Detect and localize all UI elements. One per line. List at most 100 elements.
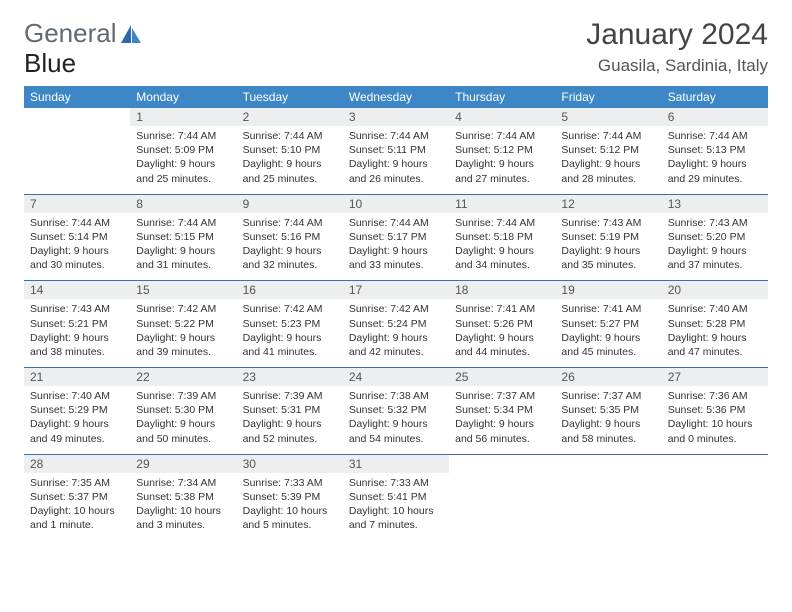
dow-1: Monday [130, 86, 236, 108]
day-body: Sunrise: 7:42 AMSunset: 5:24 PMDaylight:… [343, 299, 449, 367]
daylight-text-2: and 39 minutes. [136, 345, 230, 359]
sunset-text: Sunset: 5:10 PM [243, 143, 337, 157]
sunrise-text: Sunrise: 7:44 AM [243, 129, 337, 143]
calendar-week: 7Sunrise: 7:44 AMSunset: 5:14 PMDaylight… [24, 194, 768, 281]
calendar-cell: 25Sunrise: 7:37 AMSunset: 5:34 PMDayligh… [449, 368, 555, 455]
calendar-cell: 8Sunrise: 7:44 AMSunset: 5:15 PMDaylight… [130, 194, 236, 281]
daylight-text-2: and 54 minutes. [349, 432, 443, 446]
daylight-text-2: and 25 minutes. [136, 172, 230, 186]
daylight-text-1: Daylight: 9 hours [561, 157, 655, 171]
sunrise-text: Sunrise: 7:33 AM [243, 476, 337, 490]
daylight-text-1: Daylight: 9 hours [136, 157, 230, 171]
day-body: Sunrise: 7:41 AMSunset: 5:27 PMDaylight:… [555, 299, 661, 367]
daylight-text-2: and 47 minutes. [668, 345, 762, 359]
daylight-text-2: and 37 minutes. [668, 258, 762, 272]
daylight-text-2: and 27 minutes. [455, 172, 549, 186]
sunset-text: Sunset: 5:36 PM [668, 403, 762, 417]
daylight-text-2: and 3 minutes. [136, 518, 230, 532]
calendar-cell: 7 Sunrise: 7:44 AMSunset: 5:14 PMDaylight… [24, 194, 130, 281]
sunrise-text: Sunrise: 7:34 AM [136, 476, 230, 490]
day-number: 17 [343, 281, 449, 299]
calendar-cell: 13Sunrise: 7:43 AMSunset: 5:20 PMDayligh… [662, 194, 768, 281]
sunrise-text: Sunrise: 7:42 AM [349, 302, 443, 316]
sunrise-text: Sunrise: 7:43 AM [561, 216, 655, 230]
logo: General [24, 18, 144, 49]
dow-5: Friday [555, 86, 661, 108]
daylight-text-1: Daylight: 9 hours [561, 244, 655, 258]
sunset-text: Sunset: 5:41 PM [349, 490, 443, 504]
sunrise-text: Sunrise: 7:44 AM [349, 129, 443, 143]
sunset-text: Sunset: 5:19 PM [561, 230, 655, 244]
sunset-text: Sunset: 5:14 PM [30, 230, 124, 244]
sunset-text: Sunset: 5:11 PM [349, 143, 443, 157]
calendar-body: 1Sunrise: 7:44 AMSunset: 5:09 PMDaylight… [24, 108, 768, 540]
title-block: January 2024 Guasila, Sardinia, Italy [586, 18, 768, 76]
daylight-text-1: Daylight: 9 hours [30, 244, 124, 258]
day-number: 30 [237, 455, 343, 473]
sunrise-text: Sunrise: 7:37 AM [455, 389, 549, 403]
calendar-cell: 10Sunrise: 7:44 AMSunset: 5:17 PMDayligh… [343, 194, 449, 281]
day-number: 1 [130, 108, 236, 126]
calendar-cell: 5Sunrise: 7:44 AMSunset: 5:12 PMDaylight… [555, 108, 661, 194]
daylight-text-2: and 35 minutes. [561, 258, 655, 272]
calendar-cell: 26Sunrise: 7:37 AMSunset: 5:35 PMDayligh… [555, 368, 661, 455]
page-header: General January 2024 Guasila, Sardinia, … [24, 18, 768, 76]
sunset-text: Sunset: 5:18 PM [455, 230, 549, 244]
calendar-cell [555, 454, 661, 540]
day-number: 29 [130, 455, 236, 473]
daylight-text-1: Daylight: 10 hours [349, 504, 443, 518]
day-body: Sunrise: 7:44 AMSunset: 5:15 PMDaylight:… [130, 213, 236, 281]
calendar-cell: 11Sunrise: 7:44 AMSunset: 5:18 PMDayligh… [449, 194, 555, 281]
daylight-text-2: and 45 minutes. [561, 345, 655, 359]
dow-3: Wednesday [343, 86, 449, 108]
sunset-text: Sunset: 5:38 PM [136, 490, 230, 504]
daylight-text-2: and 7 minutes. [349, 518, 443, 532]
day-body: Sunrise: 7:44 AMSunset: 5:10 PMDaylight:… [237, 126, 343, 194]
daylight-text-1: Daylight: 9 hours [455, 157, 549, 171]
daylight-text-2: and 49 minutes. [30, 432, 124, 446]
sunrise-text: Sunrise: 7:44 AM [561, 129, 655, 143]
day-body: Sunrise: 7:43 AMSunset: 5:20 PMDaylight:… [662, 213, 768, 281]
logo-text-2: Blue [24, 48, 76, 78]
day-number: 3 [343, 108, 449, 126]
daylight-text-1: Daylight: 9 hours [243, 417, 337, 431]
sunrise-text: Sunrise: 7:44 AM [136, 129, 230, 143]
calendar-cell: 19Sunrise: 7:41 AMSunset: 5:27 PMDayligh… [555, 281, 661, 368]
calendar-week: 28Sunrise: 7:35 AMSunset: 5:37 PMDayligh… [24, 454, 768, 540]
day-number: 8 [130, 195, 236, 213]
sunrise-text: Sunrise: 7:44 AM [455, 216, 549, 230]
calendar-cell: 27Sunrise: 7:36 AMSunset: 5:36 PMDayligh… [662, 368, 768, 455]
day-number: 7 [24, 195, 130, 213]
logo-text-1: General [24, 18, 117, 49]
calendar-cell: 6Sunrise: 7:44 AMSunset: 5:13 PMDaylight… [662, 108, 768, 194]
day-number: 2 [237, 108, 343, 126]
daylight-text-1: Daylight: 10 hours [136, 504, 230, 518]
sunrise-text: Sunrise: 7:43 AM [30, 302, 124, 316]
day-body: Sunrise: 7:39 AMSunset: 5:30 PMDaylight:… [130, 386, 236, 454]
day-body: Sunrise: 7:41 AMSunset: 5:26 PMDaylight:… [449, 299, 555, 367]
calendar-cell: 22Sunrise: 7:39 AMSunset: 5:30 PMDayligh… [130, 368, 236, 455]
day-number: 4 [449, 108, 555, 126]
sunset-text: Sunset: 5:27 PM [561, 317, 655, 331]
sunrise-text: Sunrise: 7:41 AM [561, 302, 655, 316]
day-number: 11 [449, 195, 555, 213]
daylight-text-2: and 28 minutes. [561, 172, 655, 186]
day-number: 10 [343, 195, 449, 213]
sunrise-text: Sunrise: 7:44 AM [136, 216, 230, 230]
daylight-text-2: and 41 minutes. [243, 345, 337, 359]
sunrise-text: Sunrise: 7:33 AM [349, 476, 443, 490]
calendar-cell [449, 454, 555, 540]
daylight-text-1: Daylight: 10 hours [668, 417, 762, 431]
sunset-text: Sunset: 5:16 PM [243, 230, 337, 244]
daylight-text-2: and 26 minutes. [349, 172, 443, 186]
day-number: 31 [343, 455, 449, 473]
daylight-text-2: and 38 minutes. [30, 345, 124, 359]
sunrise-text: Sunrise: 7:44 AM [30, 216, 124, 230]
daylight-text-1: Daylight: 9 hours [349, 244, 443, 258]
sunrise-text: Sunrise: 7:39 AM [243, 389, 337, 403]
dow-6: Saturday [662, 86, 768, 108]
sunrise-text: Sunrise: 7:42 AM [136, 302, 230, 316]
calendar-cell: 9Sunrise: 7:44 AMSunset: 5:16 PMDaylight… [237, 194, 343, 281]
day-body: Sunrise: 7:43 AMSunset: 5:19 PMDaylight:… [555, 213, 661, 281]
sunrise-text: Sunrise: 7:40 AM [668, 302, 762, 316]
